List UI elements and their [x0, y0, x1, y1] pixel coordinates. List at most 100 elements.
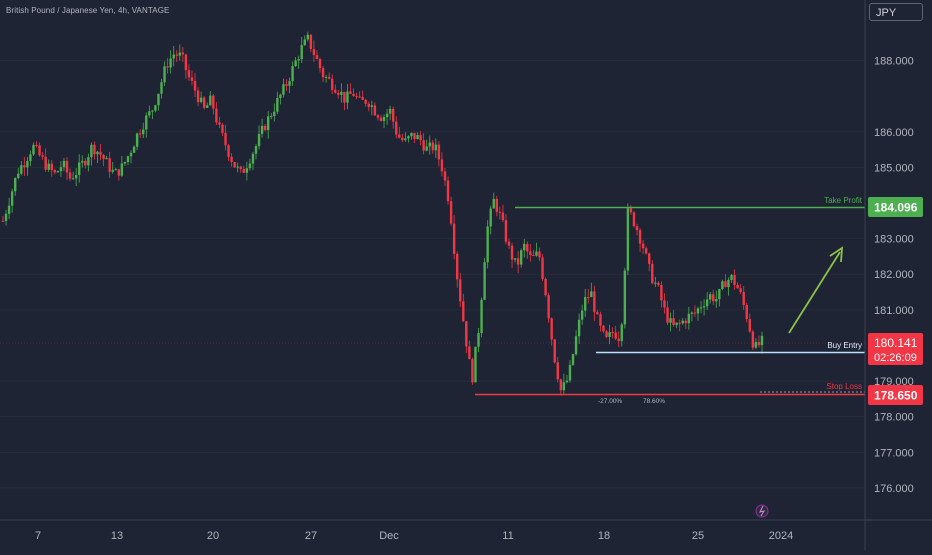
price-tick-label: 188.000: [874, 56, 914, 68]
fib-annotation-2: 78.60%: [643, 398, 665, 405]
candle-body: [678, 322, 681, 324]
candle-body: [367, 103, 370, 107]
candle-body: [501, 212, 505, 221]
candle-body: [309, 34, 313, 50]
candle-body: [266, 116, 270, 131]
candle-body: [184, 54, 188, 71]
candle-body: [251, 153, 255, 164]
candle-body: [242, 169, 246, 173]
time-tick-label: 11: [502, 530, 513, 542]
candle-body: [163, 66, 166, 83]
candle-body: [117, 169, 121, 176]
candle-body: [227, 145, 230, 157]
currency-button[interactable]: JPY: [869, 3, 923, 21]
candle-body: [84, 160, 87, 166]
candle-body: [486, 226, 489, 263]
time-tick-label: 18: [598, 530, 610, 542]
candle-body: [617, 338, 620, 342]
candle-body: [712, 294, 715, 302]
candle-body: [129, 152, 133, 157]
candle-body: [257, 133, 261, 147]
candle-body: [465, 321, 468, 347]
candle-body: [684, 320, 687, 324]
candle-body: [126, 156, 130, 162]
candle-body: [754, 342, 758, 348]
candle-body: [361, 96, 364, 100]
candle-body: [593, 291, 596, 313]
candle-body: [648, 253, 651, 264]
candle-body: [492, 198, 495, 209]
candle-body: [297, 59, 300, 61]
candle-body: [334, 89, 337, 93]
price-axis[interactable]: 188.000 186.000 185.000 183.000 182.000 181.0…: [874, 56, 914, 495]
candle-body: [41, 155, 44, 157]
candle-body: [623, 270, 627, 325]
candle-body: [693, 312, 697, 314]
candle-body: [245, 168, 249, 173]
candle-body: [291, 66, 294, 82]
candle-body: [666, 307, 669, 323]
candle-body: [321, 68, 325, 78]
candle-body: [422, 140, 425, 151]
price-tick-label: 186.000: [874, 127, 914, 139]
candle-body: [35, 144, 38, 146]
candle-body: [358, 96, 361, 98]
candle-body: [565, 380, 569, 383]
candle-body: [120, 163, 124, 176]
candle-body: [742, 292, 745, 306]
price-tick-label: 185.000: [874, 162, 914, 174]
candle-body: [641, 243, 645, 249]
candle-body: [419, 135, 422, 141]
candle-body: [81, 160, 84, 163]
candle-body: [78, 162, 81, 176]
grid: [0, 60, 865, 489]
candle-body: [462, 301, 465, 322]
candle-body: [99, 151, 102, 155]
time-axis[interactable]: 7 13 20 27 Dec 11 18 25 2024: [35, 530, 793, 542]
candle-body: [523, 243, 526, 251]
time-tick-label: 25: [692, 530, 704, 542]
candle-body: [644, 248, 648, 254]
candle-body: [172, 54, 175, 59]
candle-body: [324, 76, 328, 78]
candle-body: [559, 379, 563, 391]
candle-body: [294, 60, 297, 67]
candle-body: [44, 156, 47, 170]
candle-body: [541, 257, 544, 279]
candle-body: [53, 170, 57, 173]
candle-body: [428, 142, 431, 147]
candle-body: [529, 251, 532, 255]
candle-body: [13, 178, 17, 192]
candle-body: [443, 171, 447, 181]
candle-body: [74, 175, 78, 179]
candle-body: [318, 58, 322, 69]
fib-annotation-1: -27.00%: [598, 398, 622, 405]
candle-body: [65, 160, 69, 173]
candle-body: [26, 161, 29, 168]
candle-body: [398, 134, 401, 138]
candle-body: [584, 297, 587, 311]
buy-entry-label: Buy Entry: [827, 341, 862, 350]
candle-body: [504, 220, 508, 242]
candle-body: [440, 159, 444, 172]
candle-body: [455, 253, 459, 280]
candle-body: [538, 251, 541, 258]
candle-body: [239, 166, 242, 170]
candle-body: [364, 99, 367, 104]
candle-body: [577, 319, 581, 337]
candle-body: [562, 382, 566, 391]
candle-body: [587, 297, 590, 299]
candle-body: [114, 169, 117, 171]
price-tick-label: 183.000: [874, 234, 914, 246]
stop-loss-label: Stop Loss: [826, 382, 862, 391]
candle-body: [632, 212, 636, 227]
candle-body: [276, 97, 279, 112]
candle-body: [498, 211, 502, 213]
candle-body: [495, 198, 499, 212]
candle-body: [111, 169, 114, 172]
candle-body: [608, 332, 611, 338]
candle-body: [395, 121, 398, 135]
time-tick-label: 27: [305, 530, 317, 542]
